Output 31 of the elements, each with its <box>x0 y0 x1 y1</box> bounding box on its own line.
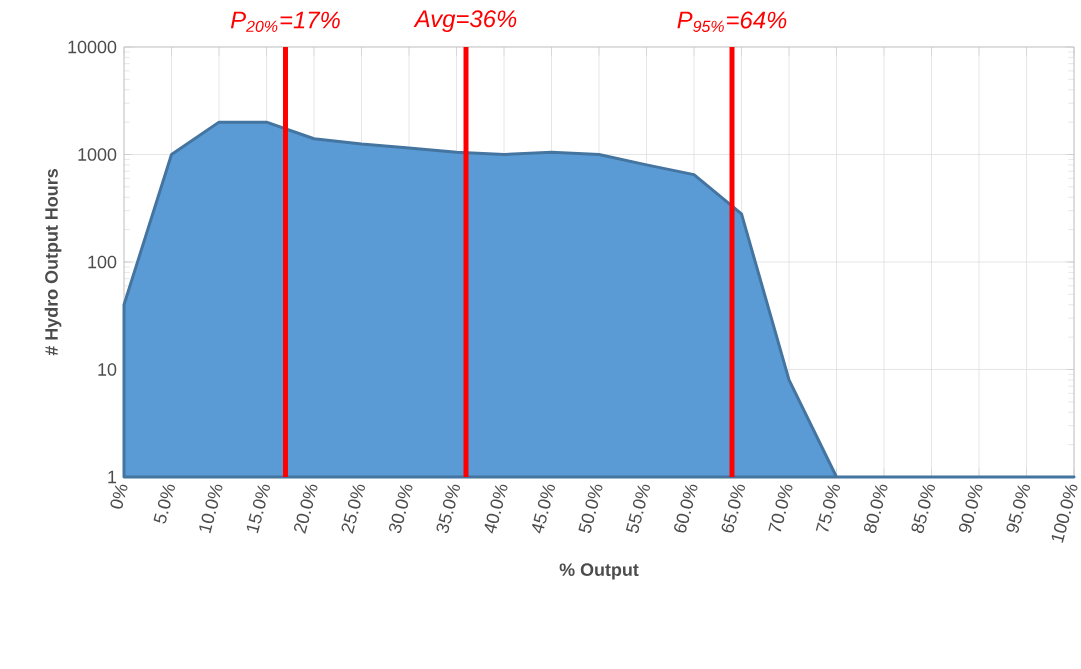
x-tick-label: 0% <box>110 484 128 509</box>
y-tick-label: 10000 <box>68 40 117 54</box>
x-tick-label: 90.0% <box>958 484 983 533</box>
x-tick-label: 65.0% <box>721 484 745 533</box>
x-tick-label: 20.0% <box>293 484 318 534</box>
x-tick-label: 15.0% <box>246 484 270 534</box>
y-tick-label: 100 <box>88 255 117 269</box>
y-tick-label: 1000 <box>78 148 117 161</box>
x-tick-label: 5.0% <box>153 484 175 524</box>
x-tick-label: 60.0% <box>674 484 698 533</box>
x-tick-label: 70.0% <box>768 484 793 532</box>
x-tick-label: 85.0% <box>911 484 935 534</box>
y-tick-label: 10 <box>98 363 117 376</box>
x-tick-label: 25.0% <box>341 484 365 534</box>
x-tick-label: 40.0% <box>484 484 508 534</box>
x-tick-label: 80.0% <box>863 484 888 534</box>
x-tick-label: 35.0% <box>436 484 460 534</box>
x-tick-label: 45.0% <box>532 484 555 534</box>
x-tick-label: 100.0% <box>1051 484 1078 543</box>
x-tick-label: 10.0% <box>199 484 223 534</box>
x-tick-label: 30.0% <box>388 484 413 534</box>
ref-line-label: P$_{20%}$=17% <box>230 11 340 32</box>
x-tick-label: 75.0% <box>815 484 840 532</box>
ref-line-label: Avg=36% <box>413 10 517 32</box>
x-axis-title: % Output <box>559 563 639 580</box>
y-axis-title: # Hydro Output Hours <box>44 169 62 356</box>
y-tick-label: 1 <box>108 470 117 484</box>
x-tick-label: 95.0% <box>1006 484 1030 533</box>
ref-line-label: P$_{95%}$=64% <box>677 11 787 32</box>
x-tick-label: 55.0% <box>625 484 650 534</box>
x-tick-label: 50.0% <box>578 484 603 534</box>
